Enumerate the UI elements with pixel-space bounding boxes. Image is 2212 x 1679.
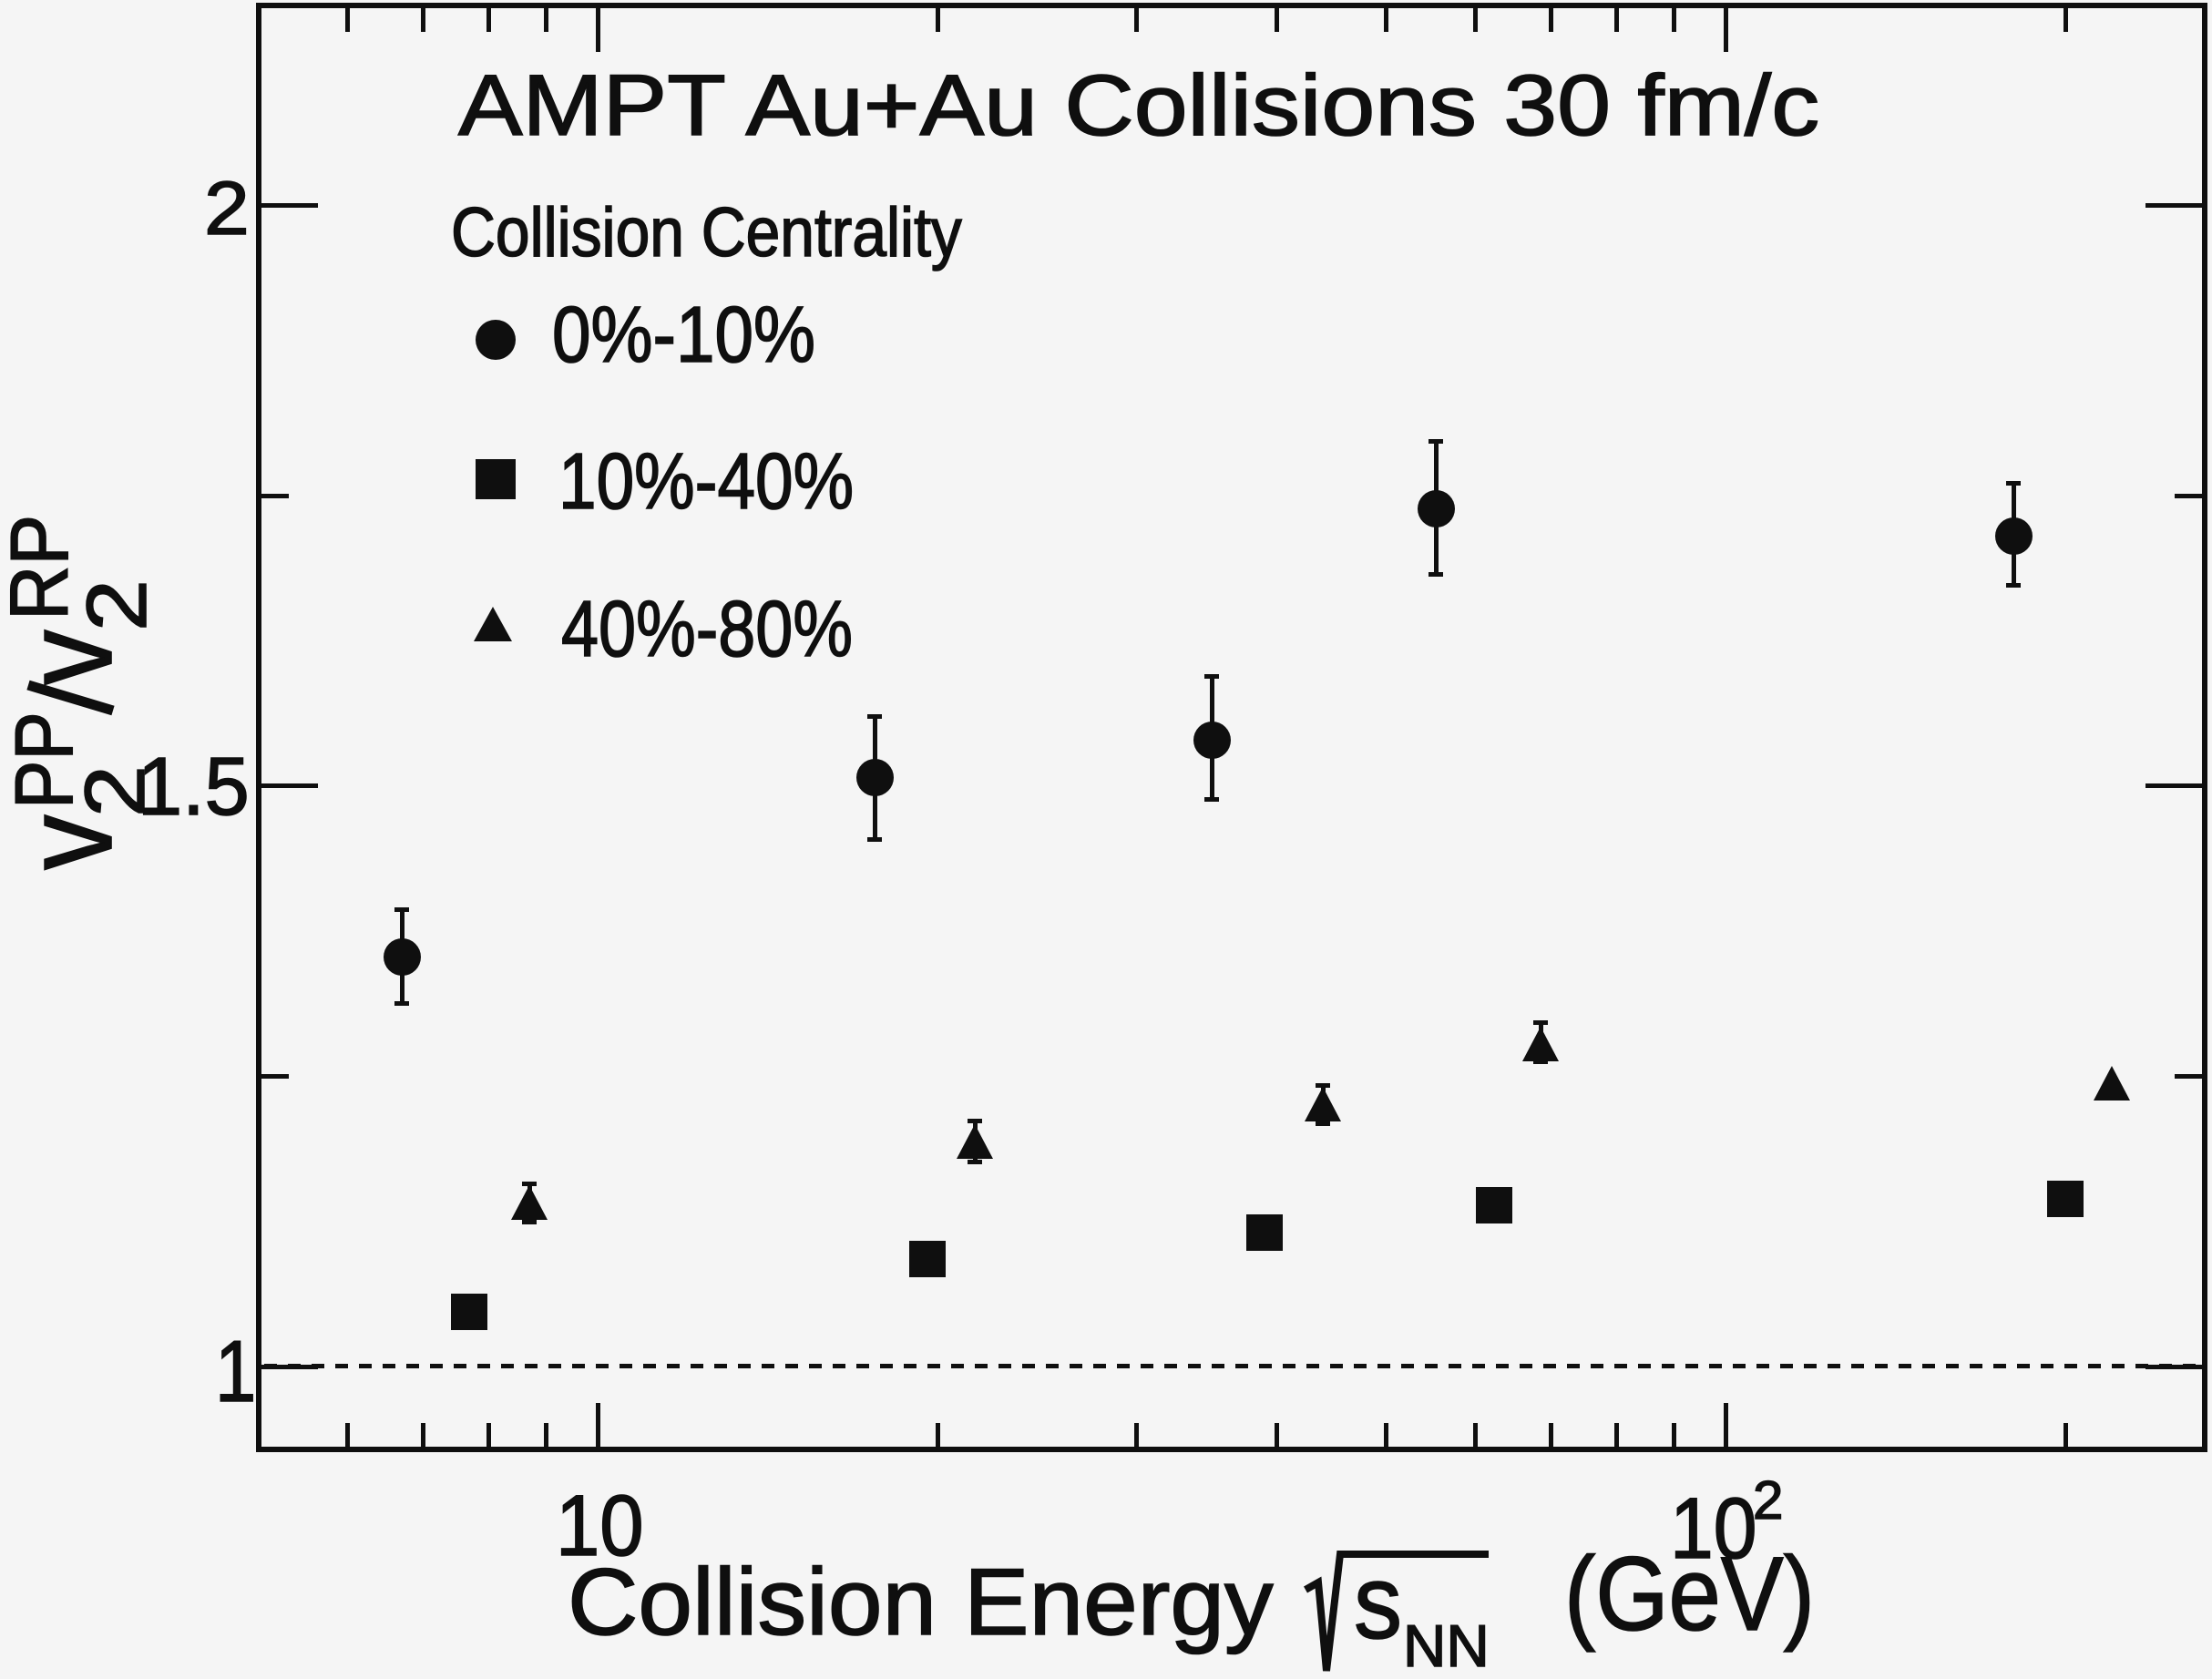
svg-text:2: 2 [67, 765, 162, 817]
svg-text:2: 2 [69, 579, 164, 631]
svg-text:v: v [0, 630, 138, 685]
svg-text:PP: PP [0, 712, 90, 809]
svg-text:v: v [0, 814, 138, 870]
svg-text:RP: RP [0, 515, 86, 620]
